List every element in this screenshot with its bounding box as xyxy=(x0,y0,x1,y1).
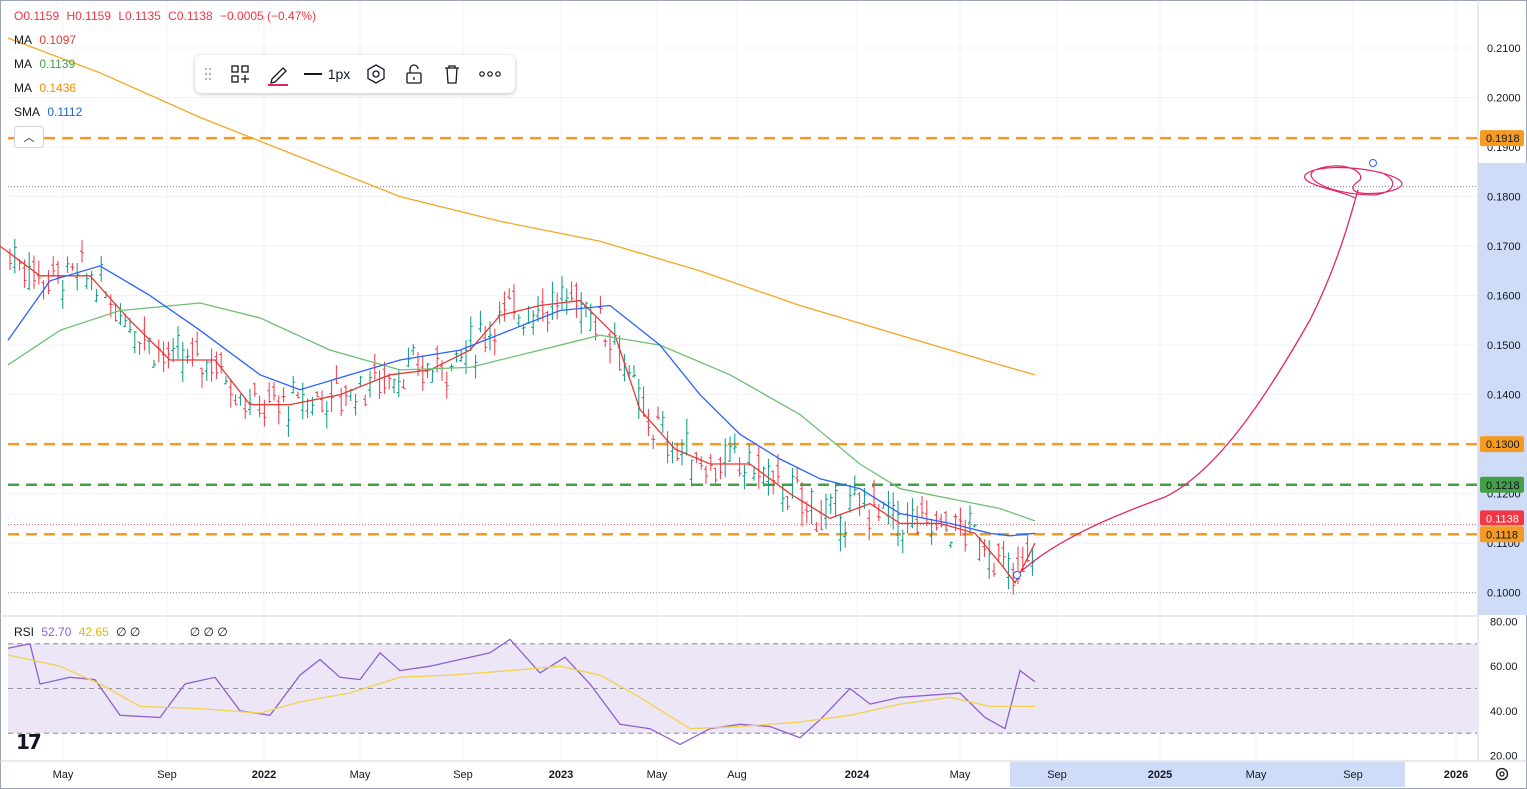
rsi-tick-label: 20.00 xyxy=(1490,751,1518,763)
delete-button[interactable] xyxy=(433,55,471,93)
drawing-anchor-handle xyxy=(1013,571,1021,579)
indicator-value: 0.1112 xyxy=(47,105,83,119)
time-tick-label: 2023 xyxy=(549,769,573,781)
indicator-value: 0.1097 xyxy=(39,33,77,47)
time-tick-label: May xyxy=(1246,769,1267,781)
time-tick-label: Sep xyxy=(453,769,473,781)
rsi-label: RSI xyxy=(14,625,35,639)
level-price-tag xyxy=(1480,476,1524,493)
rsi-extra-2: ∅ ∅ ∅ xyxy=(189,625,228,639)
indicator-name: MA xyxy=(14,33,32,47)
rsi-legend[interactable]: RSI 52.70 42.65 ∅ ∅ ∅ ∅ ∅ xyxy=(14,625,228,639)
gear-center xyxy=(1499,771,1505,777)
indicator-legend-2[interactable]: MA 0.1436 xyxy=(14,81,80,95)
rsi-extra-1: ∅ ∅ xyxy=(116,625,141,639)
indicator-value: 0.1436 xyxy=(39,81,77,95)
time-axis-highlight xyxy=(1010,762,1405,787)
indicator-legend-1[interactable]: MA 0.1139 xyxy=(14,57,79,71)
rsi-tick-label: 80.00 xyxy=(1490,616,1518,628)
rsi-tick-label: 60.00 xyxy=(1490,661,1518,673)
price-tick-label: 0.1800 xyxy=(1487,192,1521,204)
more-dots-icon xyxy=(479,71,501,77)
time-tick-label: Sep xyxy=(1343,769,1363,781)
template-grid-icon xyxy=(231,65,249,83)
tradingview-logo: 17 xyxy=(16,730,42,754)
level-price-tag-label: 0.1118 xyxy=(1486,529,1518,541)
indicator-legend-0[interactable]: MA 0.1097 xyxy=(14,33,80,47)
level-price-tag xyxy=(1480,130,1524,147)
price-tick-label: 0.2000 xyxy=(1487,93,1521,105)
time-tick-label: 2024 xyxy=(845,769,870,781)
price-tick-label: 0.1000 xyxy=(1487,588,1521,600)
drag-handle-icon xyxy=(204,67,212,81)
axis-settings-icon[interactable] xyxy=(1495,767,1509,781)
unlock-icon xyxy=(406,64,422,84)
ma-orange-line xyxy=(7,37,1036,376)
last-price-tag-label: 0.1138 xyxy=(1486,513,1519,525)
ma-green-line xyxy=(7,302,1036,522)
ohlc-close: C0.1138 xyxy=(168,9,213,23)
last-price-tag xyxy=(1480,510,1524,526)
indicator-name: SMA xyxy=(14,105,41,119)
indicator-legend-3[interactable]: SMA 0.1112 xyxy=(14,105,86,119)
level-price-tag-label: 0.1300 xyxy=(1486,439,1520,451)
time-tick-label: Aug xyxy=(727,769,747,781)
drawing-toolbar: 1px xyxy=(195,55,515,93)
price-tick-label: 0.1500 xyxy=(1487,340,1521,352)
line-width-button[interactable]: 1px xyxy=(297,55,357,93)
indicator-name: MA xyxy=(14,81,32,95)
chevron-up-icon: ︿ xyxy=(23,132,35,144)
time-tick-label: Sep xyxy=(157,769,177,781)
pencil-icon xyxy=(268,67,288,86)
ohlc-high: H0.1159 xyxy=(66,9,111,23)
level-price-tag-label: 0.1918 xyxy=(1486,133,1520,145)
rsi-ma-line xyxy=(7,654,1035,730)
template-button[interactable] xyxy=(221,55,259,93)
rsi-tick-label: 40.00 xyxy=(1490,706,1518,718)
price-tick-label: 0.1400 xyxy=(1487,390,1521,402)
price-tick-label: 0.1700 xyxy=(1487,241,1521,253)
time-tick-label: Sep xyxy=(1047,769,1067,781)
settings-button[interactable] xyxy=(357,55,395,93)
trash-icon xyxy=(445,65,459,84)
level-price-tag xyxy=(1480,526,1524,543)
price-bars xyxy=(8,238,1035,595)
line-color-button[interactable] xyxy=(259,55,297,93)
time-tick-label: 2025 xyxy=(1148,769,1172,781)
rsi-ma-value: 42.65 xyxy=(78,625,109,639)
line-width-icon xyxy=(303,73,322,75)
time-tick-label: May xyxy=(53,769,74,781)
lock-button[interactable] xyxy=(395,55,433,93)
level-price-tag xyxy=(1480,436,1524,453)
time-tick-label: May xyxy=(647,769,668,781)
ma-red-line xyxy=(0,245,1036,585)
ohlc-open: O0.1159 xyxy=(14,9,60,23)
indicator-value: 0.1139 xyxy=(39,57,76,71)
ohlc-legend: O0.1159 H0.1159 L0.1135 C0.1138 −0.0005 … xyxy=(14,9,320,23)
rsi-line xyxy=(7,638,1036,746)
line-width-label: 1px xyxy=(327,66,351,82)
ohlc-low: L0.1135 xyxy=(118,9,161,23)
time-tick-label: May xyxy=(950,769,971,781)
rsi-value: 52.70 xyxy=(41,625,72,639)
gear-ring xyxy=(1495,767,1509,781)
drag-handle[interactable] xyxy=(195,55,221,93)
time-tick-label: May xyxy=(350,769,371,781)
price-tick-label: 0.1600 xyxy=(1487,291,1521,303)
time-tick-label: 2022 xyxy=(252,769,276,781)
price-tick-label: 0.2100 xyxy=(1487,43,1521,55)
drawing-anchor-handle xyxy=(1369,159,1377,167)
time-tick-label: 2026 xyxy=(1444,769,1468,781)
ohlc-change: −0.0005 (−0.47%) xyxy=(220,9,317,23)
level-price-tag-label: 0.1218 xyxy=(1486,480,1520,492)
collapse-legend-button[interactable]: ︿ xyxy=(14,126,44,148)
sma-blue-line xyxy=(7,265,1036,537)
projection-scribble xyxy=(1304,165,1403,199)
projection-drawing xyxy=(1016,189,1359,576)
settings-hex-icon xyxy=(367,64,385,84)
more-button[interactable] xyxy=(471,55,509,93)
indicator-name: MA xyxy=(14,57,32,71)
